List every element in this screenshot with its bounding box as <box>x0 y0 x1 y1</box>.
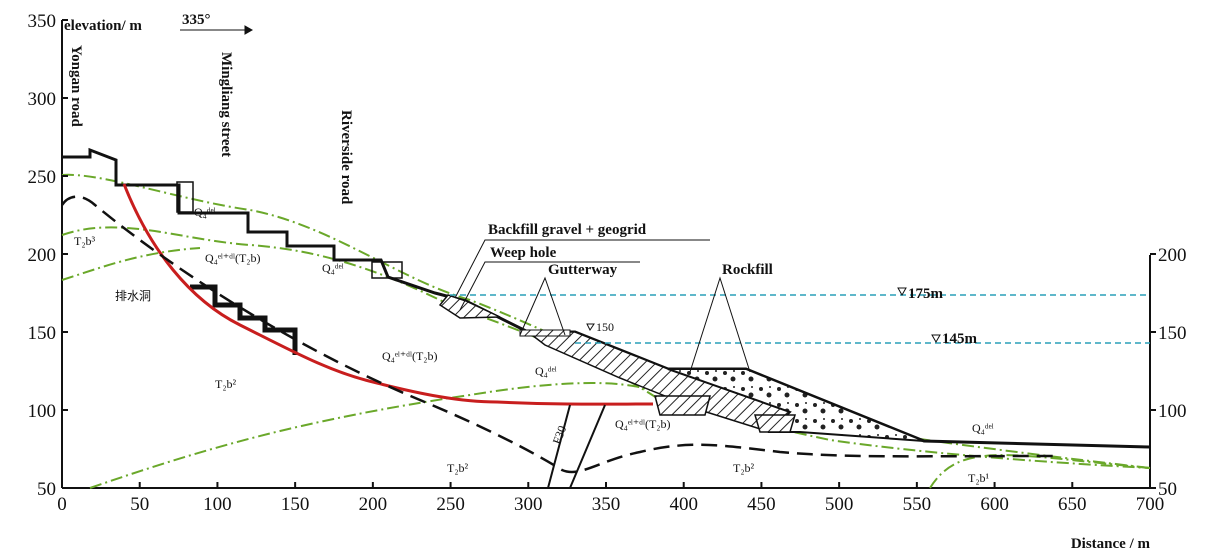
gutterway <box>655 396 710 415</box>
y-tick-label: 100 <box>28 401 57 422</box>
x-tick-label: 250 <box>436 494 465 515</box>
stratum-label: T₂b³ <box>74 234 96 248</box>
annotation: 排水洞 <box>115 289 151 303</box>
y2-tick-label: 150 <box>1158 323 1187 344</box>
x-tick-label: 50 <box>130 494 149 515</box>
x-tick-label: 500 <box>825 494 854 515</box>
stratum-label: Q₄ᵈᵉˡ <box>194 205 216 219</box>
annotation: F30 <box>550 424 570 446</box>
x-tick-label: 400 <box>669 494 698 515</box>
y2-tick-label: 50 <box>1158 479 1177 500</box>
x-tick-label: 550 <box>903 494 932 515</box>
y-tick-label: 250 <box>28 167 57 188</box>
stratum-label: T₂b¹ <box>968 471 990 485</box>
gutterway <box>755 415 795 432</box>
annotation: Rockfill <box>722 262 773 278</box>
stratum-label: T₂b² <box>447 461 469 475</box>
y-tick-label: 200 <box>28 245 57 266</box>
water-level: 175m <box>908 286 944 302</box>
x-tick-label: 0 <box>57 494 67 515</box>
x-tick-label: 150 <box>281 494 310 515</box>
stratum-label: Q₄ᵉˡ⁺ᵈˡ(T₂b) <box>615 417 670 431</box>
stratum-label: Q₄ᵉˡ⁺ᵈˡ(T₂b) <box>382 349 437 363</box>
y-tick-label: 300 <box>28 89 57 110</box>
annotation: Backfill gravel + geogrid <box>488 222 647 238</box>
road-label: Yongan road <box>68 45 84 127</box>
x-tick-label: 600 <box>980 494 1009 515</box>
y-axis-label: elevation/ m <box>64 18 142 34</box>
backfill <box>440 295 500 318</box>
y-tick-label: 150 <box>28 323 57 344</box>
stratum-label: Q₄ᵉˡ⁺ᵈˡ(T₂b) <box>205 251 260 265</box>
road-label: Mingliang street <box>218 52 234 157</box>
y2-tick-label: 200 <box>1158 245 1187 266</box>
annotation: Gutterway <box>548 262 618 278</box>
y2-tick-label: 100 <box>1158 401 1187 422</box>
water-level: 150 <box>596 320 614 334</box>
x-tick-label: 350 <box>592 494 621 515</box>
cross-section: elevation/ m 335° Distance / m Yongan ro… <box>0 0 1219 560</box>
stratum-label: T₂b² <box>733 461 755 475</box>
water-level: 145m <box>942 331 978 347</box>
y-tick-label: 50 <box>37 479 56 500</box>
x-tick-label: 200 <box>359 494 388 515</box>
stratum-label: Q₄ᵈᵉˡ <box>322 261 344 275</box>
gutterway <box>520 330 570 336</box>
fault <box>570 405 605 488</box>
x-tick-label: 650 <box>1058 494 1087 515</box>
x-tick-label: 450 <box>747 494 776 515</box>
stratum-label: Q₄ᵈᵉˡ <box>535 364 557 378</box>
annotation: Weep hole <box>490 245 557 261</box>
stratum-label: Q₄ᵈᵉˡ <box>972 421 994 435</box>
y-tick-label: 350 <box>28 11 57 32</box>
x-tick-label: 100 <box>203 494 232 515</box>
road-label: Riverside road <box>338 110 354 205</box>
water-symbols <box>587 288 940 342</box>
stratum-label: T₂b² <box>215 377 237 391</box>
x-axis-label: Distance / m <box>1071 536 1151 552</box>
fault <box>548 405 570 488</box>
direction: 335° <box>182 12 211 28</box>
x-tick-label: 300 <box>514 494 543 515</box>
